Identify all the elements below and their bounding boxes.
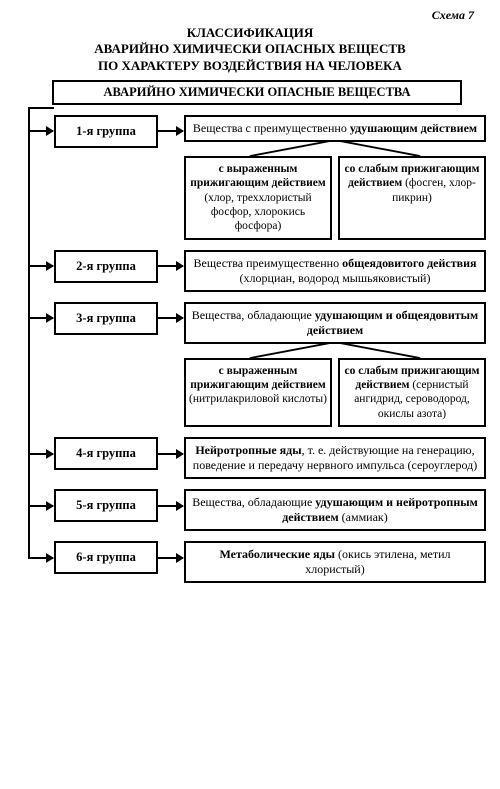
branch-arrow bbox=[28, 130, 53, 132]
desc-prefix: Вещества, обладающие bbox=[192, 495, 315, 509]
desc-bold: Метаболические яды bbox=[219, 547, 335, 561]
desc-node: Нейротропные яды, т. е. дейст­вующие на … bbox=[184, 437, 486, 479]
group-row: 6-я группа Метаболические яды (окись этил… bbox=[10, 541, 490, 583]
mid-arrow bbox=[158, 505, 183, 507]
desc-node: Вещества с преимущественно удушающим дей… bbox=[184, 115, 486, 142]
branch-arrow bbox=[28, 453, 53, 455]
sub-plain: (фосген, хлор-пикрин) bbox=[392, 177, 476, 203]
group-row: 1-я группа Вещества с преимущественно уду… bbox=[10, 115, 490, 240]
root-node: АВАРИЙНО ХИМИЧЕСКИ ОПАСНЫЕ ВЕЩЕСТВА bbox=[52, 80, 462, 105]
group-node: 3-я группа bbox=[54, 302, 158, 335]
group-row: 2-я группа Вещества преимущественно об­ще… bbox=[10, 250, 490, 292]
branch-arrow bbox=[28, 557, 53, 559]
desc-column: Вещества преимущественно об­щеядовитого … bbox=[184, 250, 486, 292]
sub-row: с выраженным прижигающим действием (ни­т… bbox=[184, 358, 486, 428]
mid-arrow bbox=[158, 453, 183, 455]
title-line-3: ПО ХАРАКТЕРУ ВОЗДЕЙСТВИЯ НА ЧЕЛОВЕКА bbox=[98, 58, 402, 73]
diagram-body: 1-я группа Вещества с преимущественно уду… bbox=[10, 115, 490, 583]
desc-column: Метаболические яды (окись этилена, метил… bbox=[184, 541, 486, 583]
group-row: 3-я группа Вещества, обладающие удушаю­щи… bbox=[10, 302, 490, 428]
desc-bold: об­щеядовитого действия bbox=[342, 256, 476, 270]
desc-column: Вещества, обладающие удушаю­щим и общеяд… bbox=[184, 302, 486, 428]
group-node: 4-я группа bbox=[54, 437, 158, 470]
desc-bold: Нейротропные яды bbox=[195, 443, 301, 457]
desc-column: Вещества с преимущественно удушающим дей… bbox=[184, 115, 486, 240]
desc-suffix: (хлорциан, водород мышьяковистый) bbox=[240, 271, 431, 285]
title-line-1: КЛАССИФИКАЦИЯ bbox=[187, 25, 313, 40]
scheme-label: Схема 7 bbox=[10, 8, 490, 23]
desc-node: Метаболические яды (окись этилена, метил… bbox=[184, 541, 486, 583]
desc-node: Вещества, обладающие удушаю­щим и нейрот… bbox=[184, 489, 486, 531]
page: Схема 7 КЛАССИФИКАЦИЯ АВАРИЙНО ХИМИЧЕСКИ… bbox=[0, 0, 500, 789]
sub-bold: с выраженным прижигающим действием bbox=[190, 163, 326, 189]
mid-arrow bbox=[158, 317, 183, 319]
group-row: 4-я группа Нейротропные яды, т. е. дейст­… bbox=[10, 437, 490, 479]
group-row: 5-я группа Вещества, обладающие удушаю­щи… bbox=[10, 489, 490, 531]
desc-column: Вещества, обладающие удушаю­щим и нейрот… bbox=[184, 489, 486, 531]
mid-arrow bbox=[158, 557, 183, 559]
desc-node: Вещества преимущественно об­щеядовитого … bbox=[184, 250, 486, 292]
desc-bold: удушающим действием bbox=[350, 121, 477, 135]
desc-suffix: (аммиак) bbox=[339, 510, 388, 524]
title-line-2: АВАРИЙНО ХИМИЧЕСКИ ОПАСНЫХ ВЕЩЕСТВ bbox=[94, 41, 405, 56]
desc-column: Нейротропные яды, т. е. дейст­вующие на … bbox=[184, 437, 486, 479]
sub-row: с выраженным прижигающим действием (хлор… bbox=[184, 156, 486, 240]
sub-bold: с выраженным прижигающим действием bbox=[190, 365, 326, 391]
desc-bold: удушаю­щим и общеядовитым действием bbox=[307, 308, 478, 337]
branch-arrow bbox=[28, 505, 53, 507]
desc-prefix: Вещества с преимущественно bbox=[193, 121, 350, 135]
split-brace bbox=[184, 142, 486, 156]
group-node: 6-я группа bbox=[54, 541, 158, 574]
root-connector bbox=[28, 107, 54, 109]
mid-arrow bbox=[158, 265, 183, 267]
desc-prefix: Вещества, обладающие bbox=[192, 308, 315, 322]
diagram-title: КЛАССИФИКАЦИЯ АВАРИЙНО ХИМИЧЕСКИ ОПАСНЫХ… bbox=[30, 25, 470, 74]
sub-node: с выраженным прижигающим действием (хлор… bbox=[184, 156, 332, 240]
sub-plain: (хлор, треххло­ристый фосфор, хлорокись … bbox=[204, 192, 311, 233]
branch-arrow bbox=[28, 265, 53, 267]
mid-arrow bbox=[158, 130, 183, 132]
branch-arrow bbox=[28, 317, 53, 319]
split-brace bbox=[184, 344, 486, 358]
desc-prefix: Вещества преимущественно bbox=[194, 256, 343, 270]
desc-node: Вещества, обладающие удушаю­щим и общеяд… bbox=[184, 302, 486, 344]
sub-node: со слабым при­жигающим дей­ствием (серни… bbox=[338, 358, 486, 428]
group-node: 2-я группа bbox=[54, 250, 158, 283]
group-node: 1-я группа bbox=[54, 115, 158, 148]
sub-node: с выраженным прижигающим действием (ни­т… bbox=[184, 358, 332, 428]
sub-node: со слабым прижигающим действием (фосген,… bbox=[338, 156, 486, 240]
sub-plain: (ни­трилакриловой кислоты) bbox=[189, 393, 327, 405]
group-node: 5-я группа bbox=[54, 489, 158, 522]
